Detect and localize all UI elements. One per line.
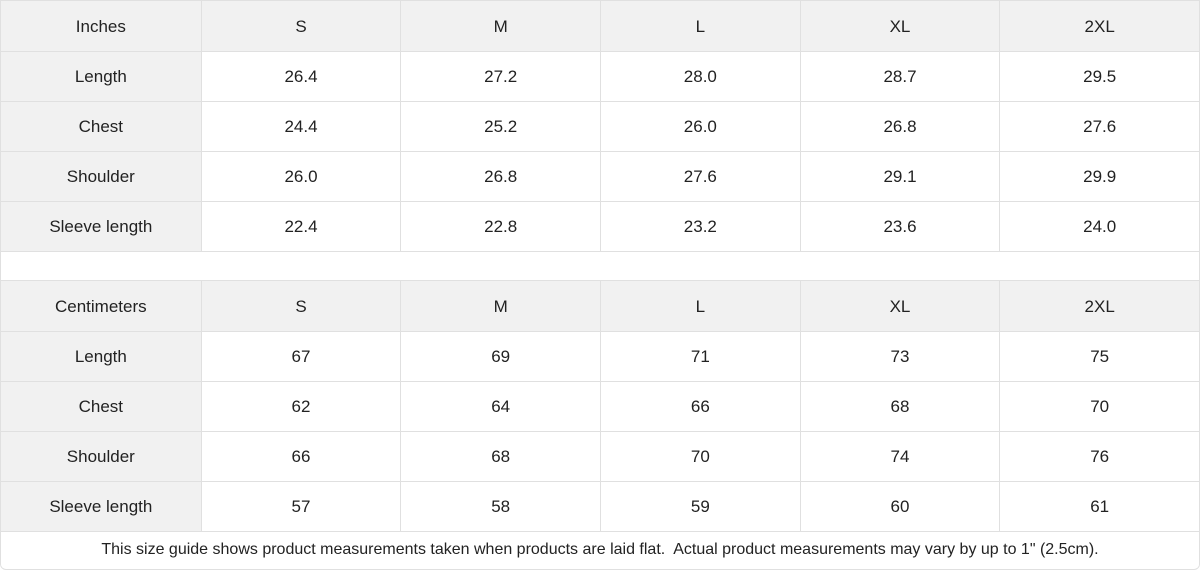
inches-size-header-l: L <box>600 1 800 51</box>
value-cell: 76 <box>999 431 1199 481</box>
centimeters-size-header-2xl: 2XL <box>999 281 1199 331</box>
value-cell: 29.1 <box>799 151 1000 201</box>
inches-row-label-length: Length <box>1 51 201 101</box>
inches-row-label-sleeve-length: Sleeve length <box>1 201 201 251</box>
value-cell: 66 <box>600 381 800 431</box>
value-cell: 27.2 <box>400 51 600 101</box>
inches-unit-label: Inches <box>1 1 201 51</box>
value-cell: 70 <box>999 381 1199 431</box>
value-cell: 28.7 <box>799 51 1000 101</box>
centimeters-row-label-sleeve-length: Sleeve length <box>1 481 201 531</box>
value-cell: 68 <box>400 431 600 481</box>
centimeters-size-header-m: M <box>400 281 600 331</box>
value-cell: 22.8 <box>400 201 600 251</box>
value-cell: 68 <box>799 381 1000 431</box>
value-cell: 27.6 <box>999 101 1199 151</box>
value-cell: 60 <box>799 481 1000 531</box>
value-cell: 26.4 <box>200 51 401 101</box>
inches-size-header-xl: XL <box>799 1 1000 51</box>
value-cell: 75 <box>999 331 1199 381</box>
value-cell: 71 <box>600 331 800 381</box>
value-cell: 64 <box>400 381 600 431</box>
value-cell: 57 <box>200 481 401 531</box>
value-cell: 26.0 <box>600 101 800 151</box>
value-cell: 69 <box>400 331 600 381</box>
inches-size-header-s: S <box>200 1 401 51</box>
centimeters-row-label-length: Length <box>1 331 201 381</box>
value-cell: 74 <box>799 431 1000 481</box>
value-cell: 24.0 <box>999 201 1199 251</box>
centimeters-size-header-l: L <box>600 281 800 331</box>
size-table-centimeters: Centimeters S M L XL 2XL Length 67 69 71… <box>1 281 1199 531</box>
table-gap <box>1 251 1199 281</box>
inches-row-label-shoulder: Shoulder <box>1 151 201 201</box>
value-cell: 23.2 <box>600 201 800 251</box>
value-cell: 73 <box>799 331 1000 381</box>
value-cell: 58 <box>400 481 600 531</box>
value-cell: 61 <box>999 481 1199 531</box>
inches-row-label-chest: Chest <box>1 101 201 151</box>
inches-size-header-m: M <box>400 1 600 51</box>
value-cell: 66 <box>200 431 401 481</box>
centimeters-unit-label: Centimeters <box>1 281 201 331</box>
value-cell: 70 <box>600 431 800 481</box>
centimeters-size-header-s: S <box>200 281 401 331</box>
value-cell: 28.0 <box>600 51 800 101</box>
value-cell: 26.0 <box>200 151 401 201</box>
centimeters-size-header-xl: XL <box>799 281 1000 331</box>
size-table-inches: Inches S M L XL 2XL Length 26.4 27.2 28.… <box>1 1 1199 251</box>
centimeters-row-label-shoulder: Shoulder <box>1 431 201 481</box>
value-cell: 22.4 <box>200 201 401 251</box>
value-cell: 26.8 <box>799 101 1000 151</box>
value-cell: 26.8 <box>400 151 600 201</box>
value-cell: 62 <box>200 381 401 431</box>
value-cell: 27.6 <box>600 151 800 201</box>
centimeters-row-label-chest: Chest <box>1 381 201 431</box>
value-cell: 29.9 <box>999 151 1199 201</box>
value-cell: 24.4 <box>200 101 401 151</box>
value-cell: 23.6 <box>799 201 1000 251</box>
inches-size-header-2xl: 2XL <box>999 1 1199 51</box>
value-cell: 67 <box>200 331 401 381</box>
value-cell: 25.2 <box>400 101 600 151</box>
value-cell: 59 <box>600 481 800 531</box>
value-cell: 29.5 <box>999 51 1199 101</box>
size-guide-note: This size guide shows product measuremen… <box>1 531 1199 568</box>
